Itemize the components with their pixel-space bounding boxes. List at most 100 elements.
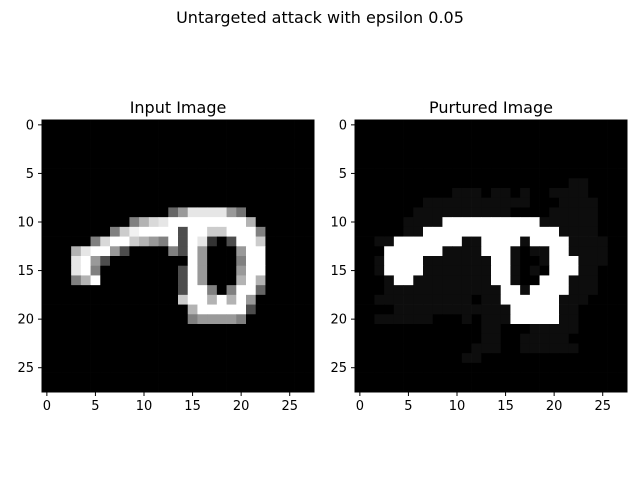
heatmap-cell [374, 304, 385, 315]
heatmap-cell [119, 265, 130, 276]
heatmap-cell [71, 382, 82, 393]
heatmap-cell [129, 139, 140, 150]
heatmap-cell [42, 120, 53, 131]
heatmap-cell [148, 294, 159, 305]
heatmap-cell [80, 129, 91, 140]
heatmap-cell [529, 372, 540, 383]
heatmap-cell [90, 372, 101, 383]
heatmap-cell [71, 265, 82, 276]
heatmap-cell [80, 188, 91, 199]
heatmap-cell [51, 168, 62, 179]
heatmap-cell [461, 265, 472, 276]
heatmap-cell [71, 304, 82, 315]
heatmap-cell [529, 275, 540, 286]
heatmap-cell [284, 197, 295, 208]
heatmap-cell [461, 314, 472, 325]
heatmap-cell [520, 158, 531, 169]
heatmap-cell [304, 382, 315, 393]
heatmap-cell [110, 120, 121, 131]
heatmap-cell [216, 149, 227, 160]
heatmap-cell [187, 343, 198, 354]
heatmap-cell [100, 372, 111, 383]
heatmap-cell [384, 168, 395, 179]
heatmap-cell [559, 285, 570, 296]
heatmap-cell [549, 236, 560, 247]
heatmap-cell [423, 275, 434, 286]
heatmap-cell [374, 314, 385, 325]
heatmap-cell [607, 120, 618, 131]
heatmap-cell [607, 362, 618, 373]
heatmap-cell [461, 353, 472, 364]
heatmap-cell [110, 304, 121, 315]
heatmap-cell [617, 207, 628, 218]
heatmap-cell [520, 246, 531, 257]
heatmap-cell [559, 217, 570, 228]
heatmap-cell [284, 207, 295, 218]
heatmap-cell [578, 158, 589, 169]
heatmap-cell [520, 236, 531, 247]
heatmap-cell [226, 256, 237, 267]
heatmap-cell [255, 314, 266, 325]
heatmap-cell [178, 188, 189, 199]
heatmap-cell [148, 353, 159, 364]
heatmap-cell [255, 207, 266, 218]
heatmap-cell [403, 226, 414, 237]
heatmap-cell [265, 353, 276, 364]
heatmap-cell [607, 353, 618, 364]
heatmap-cell [42, 382, 53, 393]
heatmap-cell [158, 188, 169, 199]
heatmap-cell [207, 333, 218, 344]
heatmap-cell [246, 120, 257, 131]
heatmap-cell [265, 217, 276, 228]
heatmap-cell [461, 188, 472, 199]
heatmap-cell [139, 120, 150, 131]
heatmap-cell [197, 265, 208, 276]
heatmap-cell [216, 362, 227, 373]
heatmap-cell [355, 304, 366, 315]
heatmap-cell [578, 333, 589, 344]
heatmap-cell [452, 285, 463, 296]
heatmap-cell [403, 304, 414, 315]
heatmap-cell [597, 265, 608, 276]
heatmap-cell [61, 343, 72, 354]
heatmap-cell [71, 343, 82, 354]
heatmap-cell [80, 158, 91, 169]
heatmap-cell [413, 343, 424, 354]
heatmap-cell [80, 324, 91, 335]
heatmap-cell [597, 129, 608, 140]
y-tick-label: 10 [330, 216, 347, 231]
heatmap-cell [588, 304, 599, 315]
heatmap-cell [374, 353, 385, 364]
heatmap-cell [61, 353, 72, 364]
heatmap-cell [226, 139, 237, 150]
heatmap-cell [90, 178, 101, 189]
heatmap-cell [255, 353, 266, 364]
heatmap-cell [617, 188, 628, 199]
heatmap-cell [61, 129, 72, 140]
heatmap-cell [42, 197, 53, 208]
heatmap-cell [100, 343, 111, 354]
heatmap-cell [491, 275, 502, 286]
heatmap-cell [51, 246, 62, 257]
heatmap-cell [110, 217, 121, 228]
heatmap-cell [304, 353, 315, 364]
heatmap-cell [71, 246, 82, 257]
heatmap-cell [520, 217, 531, 228]
heatmap-cell [275, 285, 286, 296]
heatmap-cell [265, 178, 276, 189]
heatmap-cell [491, 188, 502, 199]
heatmap-cell [432, 168, 443, 179]
heatmap-cell [510, 246, 521, 257]
heatmap-cell [236, 149, 247, 160]
heatmap-cell [549, 304, 560, 315]
heatmap-cell [51, 382, 62, 393]
heatmap-cell [559, 158, 570, 169]
heatmap-cell [481, 362, 492, 373]
heatmap-cell [529, 333, 540, 344]
heatmap-cell [500, 333, 511, 344]
heatmap-cell [597, 324, 608, 335]
heatmap-cell [578, 324, 589, 335]
heatmap-cell [119, 333, 130, 344]
heatmap-cell [236, 236, 247, 247]
heatmap-cell [568, 382, 579, 393]
